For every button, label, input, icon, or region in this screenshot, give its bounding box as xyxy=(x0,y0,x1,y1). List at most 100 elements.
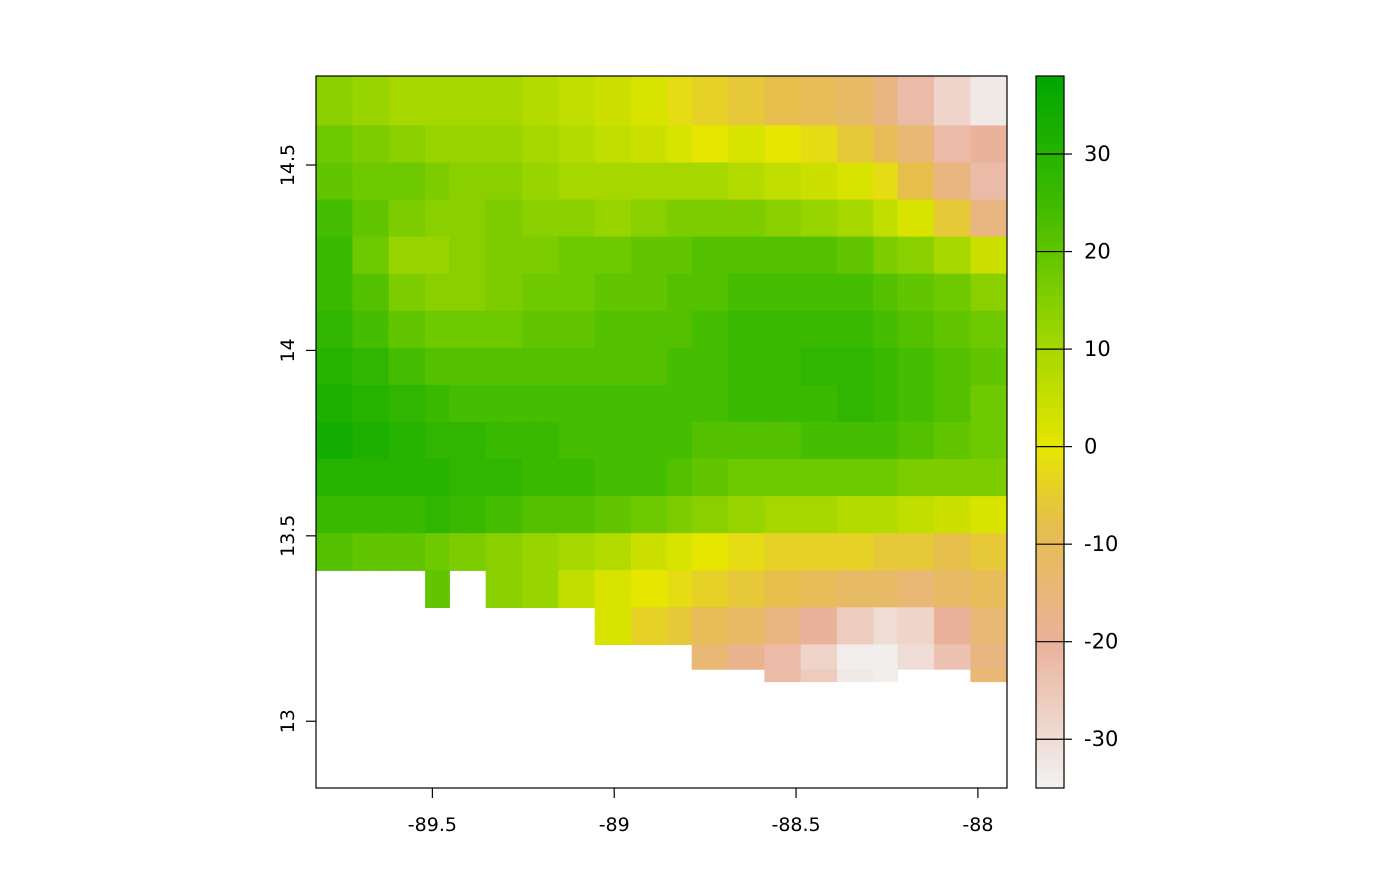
raster-cell xyxy=(570,360,584,374)
raster-cell xyxy=(812,508,826,522)
raster-cell xyxy=(934,607,947,621)
raster-cell xyxy=(970,335,984,349)
raster-cell xyxy=(921,545,935,559)
raster-cell xyxy=(825,496,838,510)
raster-cell xyxy=(631,347,644,361)
raster-cell xyxy=(825,656,838,670)
raster-cell xyxy=(958,644,971,658)
raster-cell xyxy=(946,644,959,658)
raster-cell xyxy=(461,273,475,287)
raster-cell xyxy=(1006,384,1007,398)
raster-cell xyxy=(425,557,438,571)
raster-cell xyxy=(667,533,681,547)
raster-cell xyxy=(703,656,717,670)
raster-cell xyxy=(316,397,329,411)
raster-cell xyxy=(1006,323,1007,337)
colorbar-swatch xyxy=(1036,612,1064,618)
raster-cell xyxy=(994,125,1007,139)
colorbar-swatch xyxy=(1036,734,1064,740)
raster-cell xyxy=(473,409,487,423)
raster-cell xyxy=(643,76,656,89)
raster-cell xyxy=(618,409,632,423)
raster-cell xyxy=(715,224,729,238)
raster-cell xyxy=(958,570,971,584)
raster-cell xyxy=(764,224,778,238)
raster-cell xyxy=(982,249,996,262)
raster-cell xyxy=(994,88,1007,102)
raster-cell xyxy=(618,446,632,460)
raster-cell xyxy=(473,545,487,559)
raster-cell xyxy=(740,236,753,250)
raster-cell xyxy=(437,520,450,534)
raster-cell xyxy=(800,434,814,448)
raster-cell xyxy=(437,508,450,522)
raster-cell xyxy=(316,508,329,522)
raster-cell xyxy=(946,384,959,398)
colorbar-swatch xyxy=(1036,329,1064,335)
raster-cell xyxy=(921,595,935,608)
colorbar-swatch xyxy=(1036,748,1064,755)
raster-cell xyxy=(558,422,572,435)
colorbar-swatch xyxy=(1036,778,1064,784)
raster-cell xyxy=(655,125,668,139)
raster-cell xyxy=(837,422,850,435)
raster-cell xyxy=(982,187,996,201)
raster-cell xyxy=(740,88,753,102)
raster-cell xyxy=(558,199,572,213)
raster-cell xyxy=(812,323,826,337)
raster-cell xyxy=(958,496,971,510)
raster-cell xyxy=(509,249,523,262)
raster-cell xyxy=(570,100,584,114)
raster-cell xyxy=(861,261,874,275)
raster-cell xyxy=(400,137,414,151)
raster-cell xyxy=(400,224,414,238)
raster-cell xyxy=(449,137,462,151)
raster-cell xyxy=(776,557,790,571)
raster-cell xyxy=(921,409,935,423)
raster-cell xyxy=(1006,76,1007,89)
x-tick-label: -88.5 xyxy=(771,814,820,836)
raster-cell xyxy=(885,446,899,460)
raster-cell xyxy=(655,100,668,114)
raster-cell xyxy=(885,459,899,472)
raster-cell xyxy=(825,557,838,571)
raster-cell xyxy=(885,483,899,497)
raster-cell xyxy=(897,286,911,300)
raster-cell xyxy=(485,162,499,176)
raster-cell xyxy=(994,632,1007,645)
raster-cell xyxy=(449,286,462,300)
raster-cell xyxy=(352,508,366,522)
raster-cell xyxy=(473,125,487,139)
raster-cell xyxy=(618,619,632,633)
raster-cell xyxy=(691,595,705,608)
colorbar-swatch xyxy=(1036,578,1064,584)
raster-cell xyxy=(812,236,826,250)
raster-cell xyxy=(982,644,996,658)
raster-cell xyxy=(376,88,390,102)
raster-cell xyxy=(909,100,923,114)
raster-cell xyxy=(776,632,790,645)
raster-cell xyxy=(631,249,644,262)
raster-cell xyxy=(1006,409,1007,423)
raster-cell xyxy=(788,607,802,621)
raster-cell xyxy=(994,224,1007,238)
raster-cell xyxy=(715,76,729,89)
raster-cell xyxy=(364,298,378,312)
raster-cell xyxy=(364,286,378,300)
raster-cell xyxy=(352,137,366,151)
raster-cell xyxy=(582,570,596,584)
raster-cell xyxy=(740,113,753,127)
raster-cell xyxy=(582,286,596,300)
raster-cell xyxy=(825,211,838,225)
raster-cell xyxy=(885,150,899,164)
raster-cell xyxy=(340,335,353,349)
raster-cell xyxy=(958,199,971,213)
raster-cell xyxy=(934,150,947,164)
colorbar-swatch xyxy=(1036,314,1064,321)
raster-cell xyxy=(316,100,329,114)
raster-cell xyxy=(618,483,632,497)
raster-cell xyxy=(340,471,353,485)
raster-cell xyxy=(667,335,681,349)
raster-cell xyxy=(546,286,559,300)
raster-cell xyxy=(728,360,741,374)
